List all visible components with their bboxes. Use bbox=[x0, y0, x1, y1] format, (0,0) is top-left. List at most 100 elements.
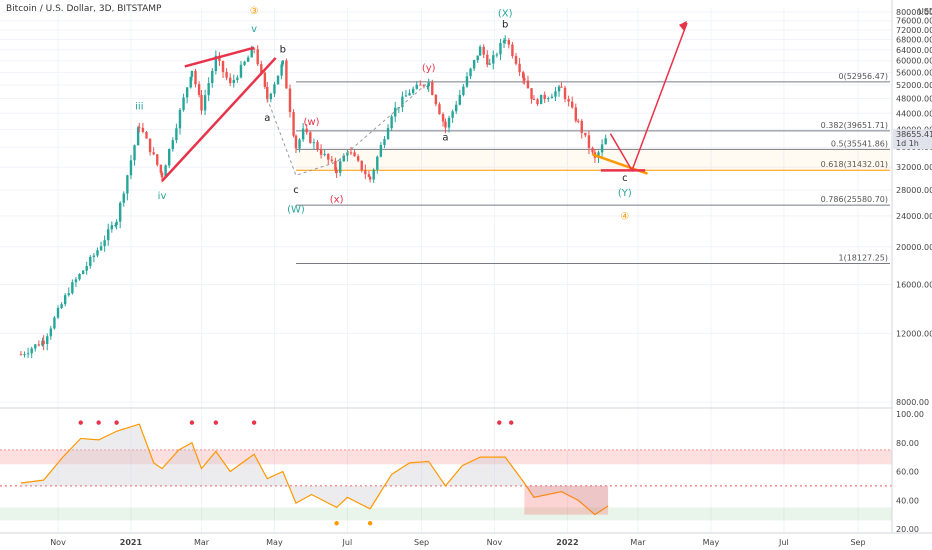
candle-body bbox=[46, 336, 49, 344]
candle-body bbox=[536, 99, 539, 105]
rsi-marker-red bbox=[96, 420, 101, 425]
candle-body bbox=[23, 354, 26, 356]
candle-body bbox=[168, 148, 171, 166]
candle-body bbox=[298, 139, 301, 149]
candle-body bbox=[404, 95, 408, 97]
candle-body bbox=[526, 80, 530, 89]
candle-body bbox=[260, 64, 263, 73]
currency-label: USD bbox=[918, 7, 932, 16]
candle-body bbox=[30, 348, 33, 354]
candle-body bbox=[92, 255, 96, 257]
candle-body bbox=[225, 71, 228, 78]
candle-body bbox=[89, 256, 92, 267]
rsi-line bbox=[20, 423, 609, 516]
candle-body bbox=[571, 101, 574, 108]
candle-body bbox=[211, 70, 214, 84]
rsi-panel[interactable] bbox=[0, 407, 892, 526]
candles[interactable] bbox=[19, 35, 607, 359]
fib-level-label: 0.618(31432.01) bbox=[821, 160, 888, 169]
time-tick-label: Jul bbox=[342, 538, 353, 547]
candle-body bbox=[148, 138, 152, 153]
rsi-axis[interactable]: 100.00 80.00 60.00 40.00 20.00 bbox=[896, 410, 924, 534]
candle-body bbox=[203, 95, 207, 111]
fib-level-label: 0(52956.47) bbox=[838, 72, 888, 81]
candle-body bbox=[115, 221, 118, 226]
candle-body bbox=[397, 107, 401, 109]
rsi-tick-label: 40.00 bbox=[896, 496, 919, 505]
rsi-fill bbox=[20, 424, 609, 515]
candle-body bbox=[521, 72, 525, 78]
candle-body bbox=[379, 145, 383, 157]
wave-drawings[interactable] bbox=[161, 20, 688, 182]
wave-label: (X) bbox=[498, 8, 513, 19]
dashed-wave-path bbox=[266, 81, 430, 176]
candle-body bbox=[597, 152, 600, 158]
candle-body bbox=[96, 250, 99, 256]
candle-body bbox=[547, 98, 550, 100]
candle-body bbox=[280, 64, 283, 76]
candle-body bbox=[368, 176, 372, 180]
candle-body bbox=[214, 55, 218, 71]
time-tick-label: Jul bbox=[778, 538, 789, 547]
candle-body bbox=[71, 282, 74, 294]
last-price-badge bbox=[893, 129, 932, 150]
wave-label: b bbox=[280, 44, 286, 55]
candle-body bbox=[346, 152, 349, 156]
candle-body bbox=[118, 202, 122, 222]
candle-body bbox=[207, 83, 210, 96]
candle-body bbox=[178, 109, 182, 129]
candle-body bbox=[292, 112, 295, 136]
time-tick-label: Nov bbox=[50, 538, 66, 547]
price-axis[interactable]: 80000.0076000.0072000.0068000.0064000.00… bbox=[891, 0, 932, 533]
candle-body bbox=[294, 135, 298, 149]
candle-body bbox=[145, 131, 148, 139]
candle-body bbox=[557, 86, 561, 92]
rsi-marker-red bbox=[189, 420, 195, 425]
candle-body bbox=[415, 84, 418, 89]
candle-body bbox=[600, 144, 604, 153]
candle-body bbox=[103, 240, 106, 247]
wave-label: (y) bbox=[422, 63, 436, 74]
candle-body bbox=[438, 104, 441, 115]
candle-body bbox=[49, 328, 53, 337]
projection-path bbox=[609, 22, 688, 173]
fib-retracement[interactable]: 0(52956.47) 0.382(39651.71) 0.5(35541.86) 0… bbox=[296, 72, 890, 264]
price-tick-label: 24000.00 bbox=[896, 212, 932, 221]
candle-body bbox=[455, 104, 458, 112]
candle-body bbox=[372, 169, 375, 180]
candle-body bbox=[554, 91, 557, 97]
rsi-oversold-band bbox=[0, 507, 892, 521]
price-tick-label: 12000.00 bbox=[896, 329, 932, 338]
candle-body bbox=[447, 117, 451, 128]
candle-body bbox=[584, 132, 587, 136]
wave-label: a bbox=[264, 113, 270, 124]
time-tick-label: Sep bbox=[850, 538, 865, 547]
candle-body bbox=[136, 127, 140, 146]
candle-body bbox=[386, 128, 390, 140]
candle-body bbox=[250, 48, 253, 58]
candle-body bbox=[288, 88, 292, 113]
candle-body bbox=[78, 274, 81, 280]
candle-body bbox=[334, 160, 337, 170]
fib-zone bbox=[296, 149, 890, 171]
candle-body bbox=[604, 138, 607, 145]
candle-body bbox=[478, 46, 482, 56]
price-tick-label: 44000.00 bbox=[896, 109, 932, 118]
candle-body bbox=[492, 55, 495, 64]
price-tick-label: 20000.00 bbox=[896, 243, 932, 252]
candle-body bbox=[495, 54, 499, 56]
chart-title: Bitcoin / U.S. Dollar, 3D, BITSTAMP bbox=[6, 4, 162, 14]
time-tick-label: Nov bbox=[487, 538, 503, 547]
candle-body bbox=[141, 127, 145, 132]
candle-body bbox=[236, 77, 239, 80]
wave-label: iv bbox=[158, 191, 167, 202]
time-axis[interactable]: Nov 2021 Mar May Jul Sep Nov 2022 Mar May Jul Sep bbox=[0, 532, 932, 547]
candle-body bbox=[185, 87, 189, 98]
rsi-tick-label: 20.00 bbox=[896, 525, 919, 534]
candle-body bbox=[239, 64, 243, 78]
candle-body bbox=[383, 139, 386, 146]
price-tick-label: 56000.00 bbox=[896, 68, 932, 77]
candle-body bbox=[269, 93, 273, 100]
